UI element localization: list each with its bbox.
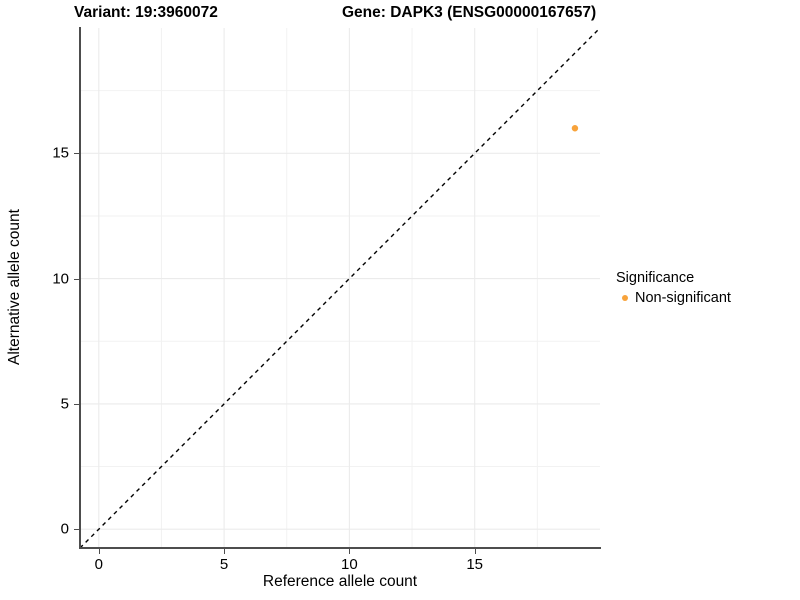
legend: Significance Non-significant	[616, 270, 796, 307]
x-axis-tick-label: 10	[341, 556, 358, 573]
legend-title: Significance	[616, 270, 695, 286]
data-point[interactable]	[571, 125, 579, 132]
x-axis-tick	[224, 549, 226, 554]
x-axis-tick	[474, 549, 476, 554]
y-axis-tick	[74, 529, 79, 531]
grid-layer	[80, 28, 600, 548]
y-axis-label: Alternative allele count	[6, 209, 23, 365]
x-axis-tick-label: 0	[94, 556, 103, 573]
y-axis-tick-label: 10	[52, 270, 69, 288]
x-axis-line	[79, 547, 601, 549]
y-axis-tick	[74, 403, 79, 405]
x-axis-tick	[349, 549, 351, 554]
identity-reference-line	[79, 27, 601, 549]
x-axis-tick	[98, 549, 100, 554]
legend-entry[interactable]: Non-significant	[616, 288, 796, 307]
y-axis-tick	[74, 278, 79, 280]
legend-entries: Non-significant	[616, 288, 796, 307]
data-layer	[79, 27, 601, 549]
plot-panel	[79, 27, 601, 549]
legend-entry-label: Non-significant	[635, 289, 731, 306]
y-axis-tick-label: 0	[60, 520, 69, 538]
y-axis-tick-label: 5	[60, 395, 69, 413]
x-axis-tick-label: 15	[466, 556, 484, 573]
point-marker-icon	[616, 289, 633, 306]
variant-title: Variant: 19:3960072	[74, 4, 218, 21]
x-axis-label: Reference allele count	[262, 573, 418, 590]
y-axis-tick	[74, 153, 79, 155]
y-axis-line	[79, 27, 81, 549]
x-axis-tick-label: 5	[219, 556, 229, 573]
y-axis-tick-label: 15	[52, 144, 69, 162]
gene-title: Gene: DAPK3 (ENSG00000167657)	[342, 4, 597, 21]
